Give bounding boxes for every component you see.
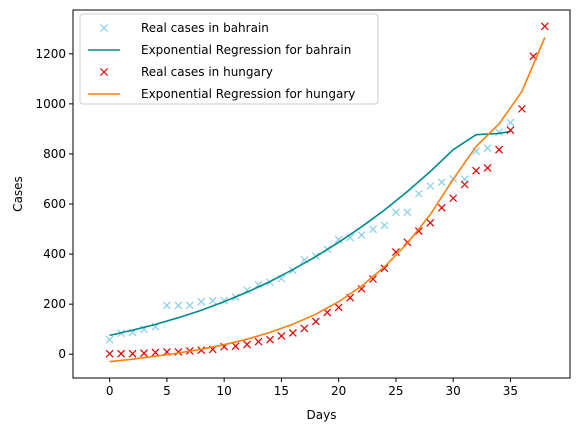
y-tick-label: 1000	[35, 97, 66, 111]
data-point	[437, 203, 446, 212]
x-tick-label: 10	[217, 384, 232, 398]
data-point	[357, 284, 366, 293]
data-point	[380, 221, 389, 230]
data-point	[174, 348, 183, 356]
x-tick-label: 0	[106, 384, 114, 398]
legend-label: Exponential Regression for bahrain	[141, 43, 351, 57]
legend-label: Real cases in hungary	[141, 65, 273, 79]
legend-item: Exponential Regression for hungary	[88, 87, 355, 101]
data-point	[231, 342, 240, 351]
x-tick-label: 25	[388, 384, 403, 398]
data-point	[380, 264, 389, 273]
data-point	[151, 348, 160, 357]
legend: Real cases in bahrain Exponential Regress…	[79, 13, 379, 105]
data-point	[208, 296, 217, 305]
data-point	[483, 144, 492, 153]
data-point	[162, 301, 171, 310]
series-1	[109, 130, 511, 337]
data-point	[254, 337, 263, 346]
x-axis-label: Days	[307, 408, 337, 422]
data-point	[437, 178, 446, 187]
series-3	[109, 37, 546, 363]
data-point	[197, 346, 206, 355]
data-point	[334, 303, 343, 312]
legend-marker-swatch	[100, 24, 108, 32]
data-point	[460, 180, 469, 189]
y-tick-label: 800	[43, 147, 66, 161]
data-point	[483, 164, 492, 172]
x-tick-label: 5	[163, 384, 171, 398]
legend-label: Exponential Regression for hungary	[141, 87, 355, 101]
data-point	[185, 301, 194, 310]
data-point	[506, 118, 515, 127]
data-point	[540, 22, 549, 31]
legend-label: Real cases in bahrain	[141, 21, 269, 35]
data-point	[392, 248, 400, 257]
legend-box	[79, 13, 379, 105]
data-point	[414, 227, 423, 235]
x-ticks: 0 5 10 15 20 25 30 35	[106, 378, 518, 398]
data-point	[105, 349, 114, 358]
y-tick-label: 200	[43, 297, 66, 311]
data-point	[472, 166, 481, 175]
data-point	[254, 280, 263, 289]
data-point	[266, 335, 274, 344]
y-tick-label: 1200	[35, 47, 66, 61]
x-tick-label: 15	[274, 384, 289, 398]
data-point	[449, 194, 458, 203]
data-point	[311, 317, 320, 326]
data-point	[517, 104, 526, 113]
data-point	[369, 225, 377, 234]
data-point	[495, 128, 503, 137]
data-point	[369, 275, 377, 284]
data-point	[288, 329, 297, 337]
y-tick-label: 0	[58, 347, 66, 361]
legend-marker-swatch	[100, 68, 108, 76]
y-axis-label: Cases	[11, 176, 25, 212]
data-point	[140, 349, 148, 358]
data-point	[426, 218, 435, 227]
data-point	[300, 324, 309, 333]
legend-item: Exponential Regression for bahrain	[88, 43, 351, 57]
legend-item: Real cases in bahrain	[100, 21, 269, 35]
data-point	[334, 235, 343, 244]
data-point	[414, 189, 423, 198]
x-tick-label: 30	[446, 384, 461, 398]
data-point	[128, 349, 137, 358]
legend-item: Real cases in hungary	[100, 65, 273, 79]
data-point	[105, 335, 114, 344]
series-layer	[105, 22, 549, 363]
y-ticks: 0 200 400 600 800 1000 1200	[35, 47, 73, 361]
y-tick-label: 600	[43, 197, 66, 211]
x-tick-label: 35	[503, 384, 518, 398]
data-point	[392, 208, 400, 217]
y-tick-label: 400	[43, 247, 66, 261]
data-point	[174, 301, 183, 310]
regression-line	[109, 130, 511, 337]
data-point	[243, 340, 251, 349]
data-point	[197, 297, 206, 306]
data-point	[426, 182, 435, 190]
data-point	[277, 332, 286, 340]
data-point	[506, 126, 515, 135]
x-tick-label: 20	[331, 384, 346, 398]
data-point	[403, 208, 412, 217]
data-point	[357, 231, 366, 239]
regression-line	[109, 37, 546, 363]
data-point	[495, 145, 503, 154]
data-point	[117, 349, 126, 358]
